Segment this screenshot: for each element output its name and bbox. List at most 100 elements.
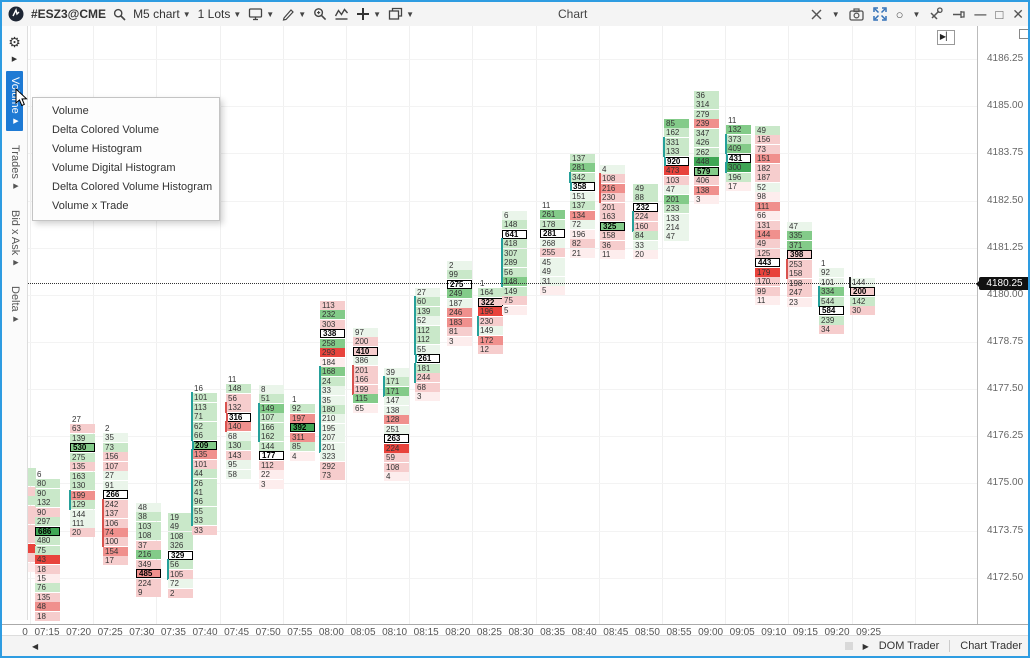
delta-bar xyxy=(725,133,727,145)
sidebar-tab-trades[interactable]: Trades ▶ xyxy=(9,144,21,190)
footprint-cell: 323 xyxy=(320,452,345,462)
gridline xyxy=(2,531,977,532)
delta-bar xyxy=(818,295,820,307)
footprint-cell: 11 xyxy=(542,201,551,210)
app-logo-icon[interactable] xyxy=(8,6,24,22)
chevron-down-icon[interactable]: ▼ xyxy=(831,9,840,19)
menu-item-delta-colored-volume[interactable]: Delta Colored Volume xyxy=(52,124,160,136)
chevron-down-icon: ▼ xyxy=(406,9,414,19)
footprint-cell: 307 xyxy=(501,247,527,259)
footprint-cell: 59 xyxy=(384,453,409,463)
goto-latest-button[interactable]: ▶▏ xyxy=(937,30,955,45)
grip-icon[interactable] xyxy=(844,642,853,650)
sidebar-tab-bid-x-ask[interactable]: Bid x Ask ▶ xyxy=(9,209,21,266)
expand-icon[interactable] xyxy=(872,7,887,22)
delta-bar xyxy=(383,385,385,397)
maximize-button[interactable]: □ xyxy=(995,6,1004,22)
period-selector[interactable]: M5 chart ▼ xyxy=(133,7,191,21)
delta-bar xyxy=(191,477,193,489)
chevron-down-icon: ▼ xyxy=(373,9,382,19)
footprint-cell: 51 xyxy=(259,394,284,404)
footprint-cell: 163 xyxy=(70,471,95,481)
footprint-cell: 199 xyxy=(69,489,95,501)
tab-dom-trader[interactable]: DOM Trader xyxy=(878,640,940,652)
chevron-down-icon[interactable]: ▼ xyxy=(912,9,921,19)
delta-bar xyxy=(191,392,193,404)
drawing-tools-button[interactable]: ▼ xyxy=(281,7,306,21)
delta-bar xyxy=(191,458,193,470)
gear-icon[interactable]: ⚙ xyxy=(8,34,21,50)
footprint-cell: 338 xyxy=(320,329,345,339)
camera-icon[interactable] xyxy=(848,7,864,21)
time-label: 09:15 xyxy=(792,627,818,638)
footprint-cell: 641 xyxy=(502,229,527,239)
gridline xyxy=(598,26,600,624)
footprint-cell: 406 xyxy=(694,176,719,186)
menu-item-delta-colored-volume-histogram[interactable]: Delta Colored Volume Histogram xyxy=(52,181,213,193)
pin-icon[interactable] xyxy=(952,7,966,21)
time-label: 09:05 xyxy=(729,627,755,638)
symbol-selector[interactable]: #ESZ3@CME xyxy=(31,7,106,21)
link-off-icon[interactable] xyxy=(810,7,823,21)
delta-bar xyxy=(191,411,193,423)
time-label: 08:40 xyxy=(571,627,597,638)
gridline xyxy=(219,26,221,624)
menu-item-volume-x-trade[interactable]: Volume x Trade xyxy=(52,200,129,212)
footprint-cell: 92 xyxy=(290,404,315,414)
footprint-cell: 144 xyxy=(849,277,875,288)
footprint-cell: 4 xyxy=(384,471,409,481)
footprint-cell: 65 xyxy=(353,403,378,413)
footprint-cell: 170 xyxy=(755,277,780,287)
sidebar-expand-icon[interactable]: ▶ xyxy=(11,56,18,63)
gridline xyxy=(2,248,977,249)
menu-item-volume[interactable]: Volume xyxy=(52,105,89,117)
footprint-cell: 253 xyxy=(786,258,812,270)
tools-icon[interactable] xyxy=(929,7,944,22)
footprint-cell: 101 xyxy=(191,392,217,404)
price-axis[interactable]: 4180.25 4186.25 4185.00 4183.75 4182.50 4181… xyxy=(976,26,1028,624)
footprint-cell: 24 xyxy=(319,375,345,387)
footprint-cell: 1 xyxy=(292,395,297,404)
search-icon[interactable] xyxy=(113,8,126,21)
sidebar-tab-volume[interactable]: Volume ▶ xyxy=(6,71,23,131)
footprint-cell: 201 xyxy=(600,202,625,212)
footprint-cell: 3 xyxy=(415,391,440,401)
circle-icon[interactable]: ○ xyxy=(895,6,904,22)
lots-selector[interactable]: 1 Lots ▼ xyxy=(197,7,242,21)
add-indicator-button[interactable]: ▼ xyxy=(356,7,381,21)
sidebar-tab-delta[interactable]: Delta ▶ xyxy=(9,285,21,323)
menu-item-volume-digital-histogram[interactable]: Volume Digital Histogram xyxy=(52,162,176,174)
menu-item-volume-histogram[interactable]: Volume Histogram xyxy=(52,143,142,155)
delta-bar xyxy=(501,276,503,288)
axis-settings-icon[interactable] xyxy=(1019,29,1028,39)
footprint-cell: 103 xyxy=(136,521,161,531)
footprint-cell: 55 xyxy=(191,505,217,517)
footprint-cell: 371 xyxy=(787,240,812,250)
screen-button[interactable]: ▼ xyxy=(248,7,274,21)
panel-expand-icon[interactable]: ▶ xyxy=(862,641,869,651)
footprint-cell: 297 xyxy=(35,517,60,527)
footprint-cell: 196 xyxy=(570,229,595,239)
layout-button[interactable]: ▼ xyxy=(388,7,414,21)
footprint-cell: 92 xyxy=(819,268,844,278)
footprint-cell: 47 xyxy=(664,185,689,195)
chart-style-button[interactable] xyxy=(334,7,349,21)
footprint-cell: 30 xyxy=(850,306,875,316)
footprint-cell: 56 xyxy=(501,266,527,278)
footprint-cell: 158 xyxy=(600,231,625,241)
minimize-button[interactable]: — xyxy=(974,7,987,21)
zoom-in-icon[interactable] xyxy=(313,7,327,21)
delta-bar xyxy=(569,171,571,183)
footprint-cell: 108 xyxy=(168,531,193,541)
footprint-cell: 584 xyxy=(819,306,844,316)
footprint-cell: 244 xyxy=(414,372,440,384)
tab-chart-trader[interactable]: Chart Trader xyxy=(960,640,1022,652)
scroll-left-icon[interactable]: ◀ xyxy=(32,641,39,651)
footprint-cell: 163 xyxy=(600,212,625,222)
footprint-cell: 20 xyxy=(70,528,95,538)
footprint-cell: 48 xyxy=(35,602,60,612)
close-button[interactable]: ✕ xyxy=(1012,5,1024,22)
footprint-cell: 128 xyxy=(384,415,409,425)
footprint-cell: 147 xyxy=(384,396,409,406)
